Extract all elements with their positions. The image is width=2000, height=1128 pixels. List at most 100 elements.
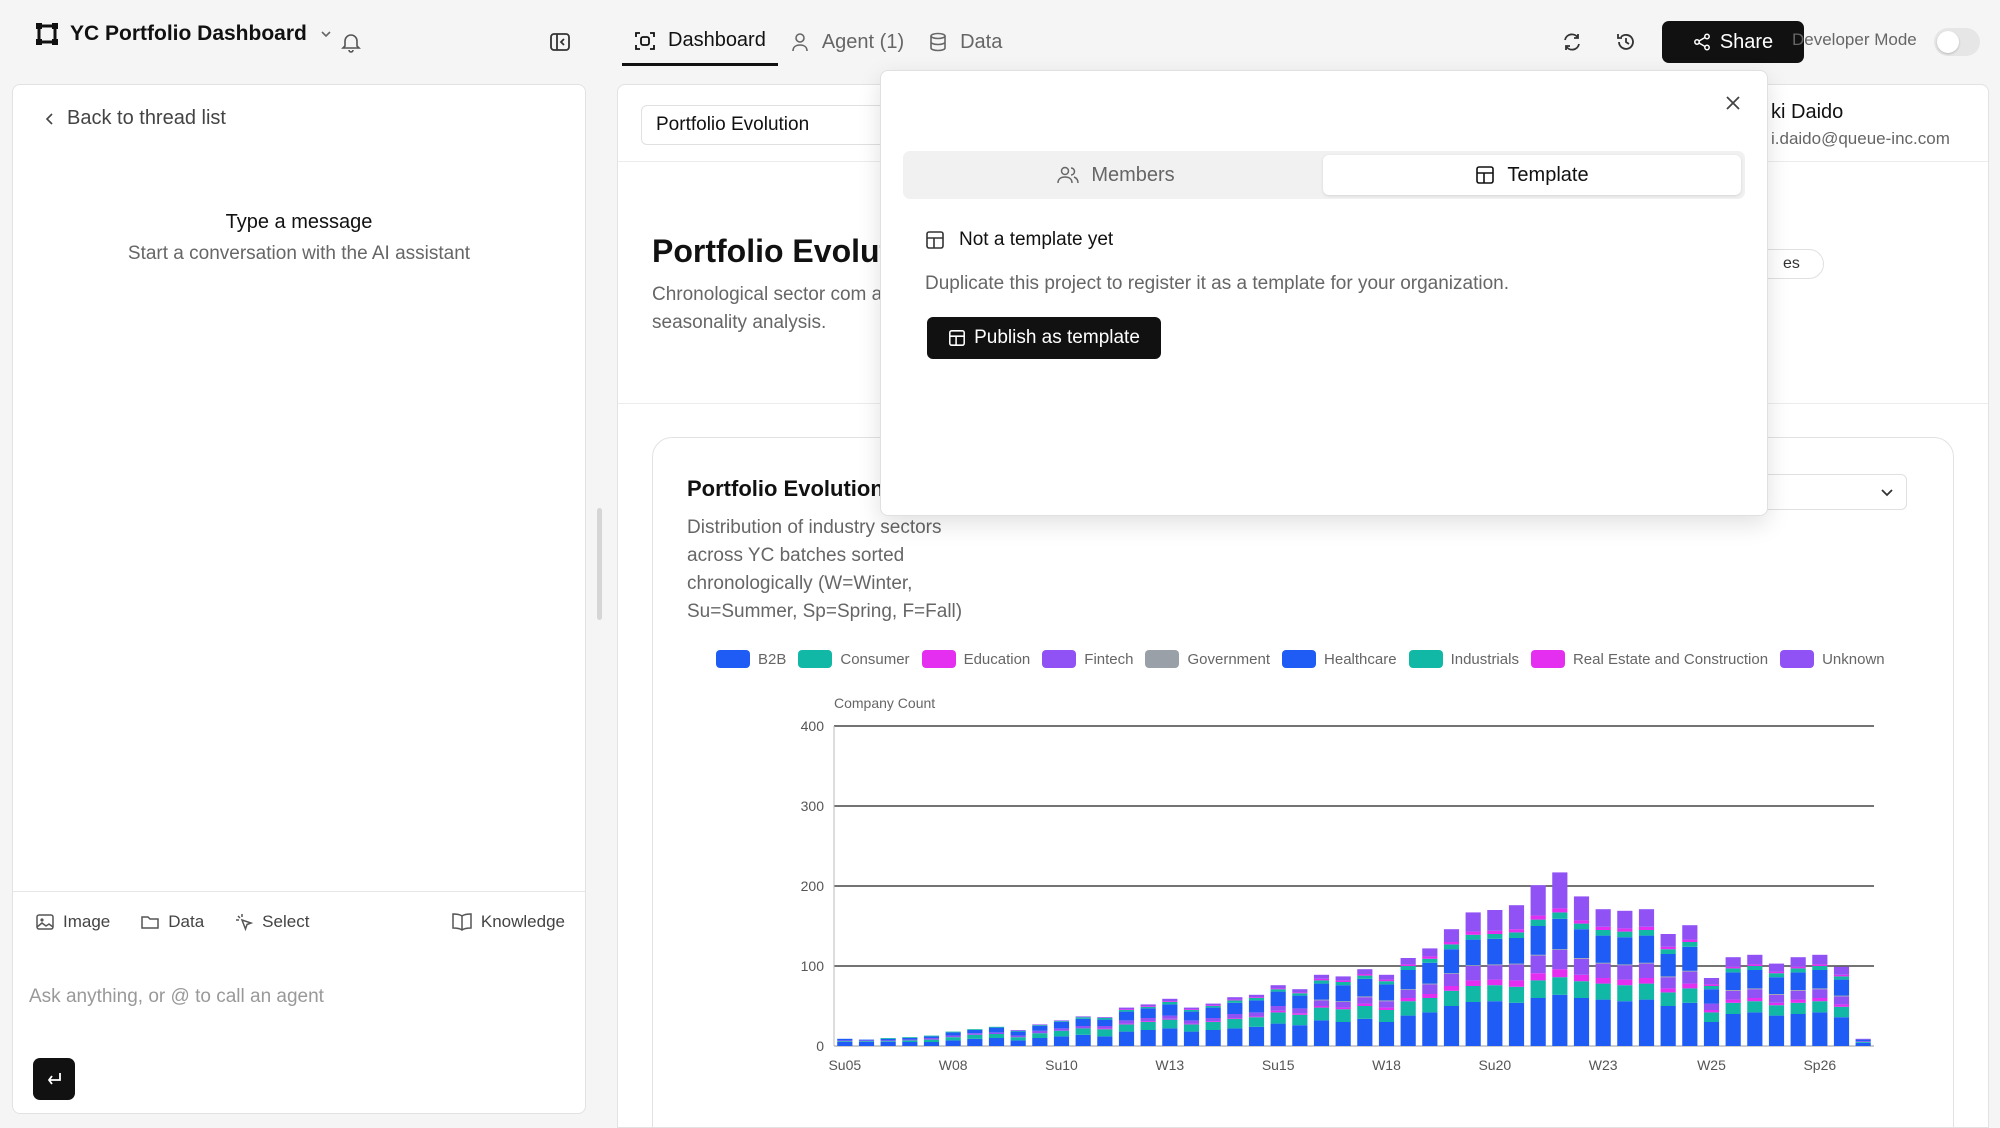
tab-agent[interactable]: Agent (1) xyxy=(778,18,916,66)
bar-segment xyxy=(880,1038,896,1041)
bar-segment xyxy=(988,1038,1005,1046)
bar-segment xyxy=(1400,966,1416,970)
share-button[interactable]: Share xyxy=(1662,21,1804,63)
chevron-left-icon xyxy=(45,112,53,125)
bar-segment xyxy=(1487,979,1503,986)
bar-segment xyxy=(1573,896,1590,921)
bar-segment xyxy=(1335,1002,1351,1008)
bar-segment xyxy=(1227,1014,1243,1018)
publish-template-button[interactable]: Publish as template xyxy=(927,317,1161,359)
database-icon xyxy=(930,32,946,52)
bar-segment xyxy=(1357,996,1373,998)
bar-segment xyxy=(1703,986,1720,990)
bar-segment xyxy=(1270,1023,1286,1046)
bar-segment xyxy=(1747,1012,1763,1046)
bar-segment xyxy=(1378,1010,1395,1022)
bar-segment xyxy=(1660,976,1676,978)
bar-segment xyxy=(1617,1001,1633,1046)
bar-segment xyxy=(1747,966,1763,970)
bar-segment xyxy=(1812,954,1828,965)
bar-segment xyxy=(967,1030,983,1034)
chart-description: Distribution of industry sectors across … xyxy=(687,517,963,622)
user-email: i.daido@queue-inc.com xyxy=(1771,129,1950,148)
bar-segment xyxy=(1790,1002,1806,1014)
bar-segment xyxy=(1682,946,1698,971)
project-switcher[interactable]: YC Portfolio Dashboard xyxy=(36,22,333,46)
page-selector[interactable]: Portfolio Evolution xyxy=(641,105,885,145)
bar-segment xyxy=(1313,999,1330,1001)
bar-segment xyxy=(1313,978,1330,981)
message-input[interactable]: Ask anything, or @ to call an agent xyxy=(29,986,324,1007)
refresh-button[interactable] xyxy=(1552,22,1592,62)
bar-segment xyxy=(1032,1038,1048,1046)
legend-item[interactable]: Education xyxy=(921,650,1030,668)
bar-segment xyxy=(1768,1005,1785,1016)
bar-segment xyxy=(1703,984,1720,986)
bar-segment xyxy=(1595,983,1611,1000)
legend-swatch xyxy=(1145,650,1180,668)
bar-segment xyxy=(1140,1006,1156,1007)
bar-segment xyxy=(1660,977,1676,989)
bar-segment xyxy=(880,1038,896,1039)
bar-segment xyxy=(1357,997,1373,1004)
history-button[interactable] xyxy=(1606,22,1646,62)
legend-item[interactable]: Industrials xyxy=(1408,650,1519,668)
bar-segment xyxy=(1790,966,1806,969)
page-title: Portfolio Evoluti xyxy=(652,233,900,269)
notifications-button[interactable] xyxy=(331,22,371,62)
bar-segment xyxy=(1617,910,1633,929)
bar-segment xyxy=(1552,949,1568,950)
tab-dashboard[interactable]: Dashboard xyxy=(622,18,778,66)
bar-segment xyxy=(967,1033,983,1035)
bar-segment xyxy=(1313,980,1330,984)
bell-icon xyxy=(341,34,361,53)
bar-segment xyxy=(1682,983,1698,989)
back-to-thread-list[interactable]: Back to thread list xyxy=(43,107,226,130)
bar-segment xyxy=(858,1041,875,1042)
tab-data[interactable]: Data xyxy=(916,18,1014,66)
bar-segment xyxy=(1378,1022,1395,1046)
bar-segment xyxy=(1292,993,1308,996)
bar-segment xyxy=(1443,990,1460,1006)
portfolio-evolution-chart: Company Count 0 100 200 300 400 Su05 W08 Su10 W13… xyxy=(801,695,1874,1073)
legend-item[interactable]: Real Estate and Construction xyxy=(1530,650,1768,668)
bar-segment xyxy=(1725,966,1741,969)
attach-data-button[interactable]: Data xyxy=(140,912,204,932)
bar-segment xyxy=(1443,944,1460,950)
close-popover-button[interactable] xyxy=(1723,93,1743,118)
bar-segment xyxy=(1075,1017,1091,1019)
chart-filter-select[interactable] xyxy=(1755,474,1907,510)
legend-label: Unknown xyxy=(1822,650,1885,668)
legend-item[interactable]: Healthcare xyxy=(1282,650,1397,668)
send-button[interactable] xyxy=(33,1058,75,1100)
x-tick-label: W18 xyxy=(1372,1057,1401,1073)
legend-item[interactable]: Fintech xyxy=(1042,650,1133,668)
bar-segment xyxy=(1227,1018,1243,1019)
bar-segment xyxy=(1768,994,1785,995)
bar-segment xyxy=(1183,1007,1200,1010)
bar-segment xyxy=(1053,1028,1070,1031)
bar-segment xyxy=(1270,1010,1286,1013)
collapse-panel-button[interactable] xyxy=(540,22,580,62)
legend-item[interactable]: B2B xyxy=(716,650,786,668)
legend-item[interactable]: Government xyxy=(1145,650,1270,668)
bar-segment xyxy=(1682,970,1698,972)
legend-item[interactable]: Unknown xyxy=(1780,650,1885,668)
select-element-button[interactable]: Select xyxy=(234,912,309,932)
bar-segment xyxy=(1270,1006,1286,1011)
bar-segment xyxy=(1443,942,1460,945)
attach-image-button[interactable]: Image xyxy=(35,912,110,932)
bar-segment xyxy=(1140,1018,1156,1022)
bar-segment xyxy=(1747,989,1763,998)
template-description: Duplicate this project to register it as… xyxy=(925,273,1510,294)
bar-segment xyxy=(1703,1012,1720,1022)
developer-mode-toggle[interactable] xyxy=(1934,28,1980,56)
bar-segment xyxy=(1248,1016,1265,1018)
tab-template[interactable]: Template xyxy=(1323,155,1741,195)
legend-item[interactable]: Consumer xyxy=(798,650,910,668)
tab-members[interactable]: Members xyxy=(907,155,1325,195)
bar-segment xyxy=(1747,1001,1763,1013)
panel-resize-handle[interactable] xyxy=(597,508,602,620)
legend-swatch xyxy=(1282,650,1317,668)
knowledge-button[interactable]: Knowledge xyxy=(451,912,565,932)
